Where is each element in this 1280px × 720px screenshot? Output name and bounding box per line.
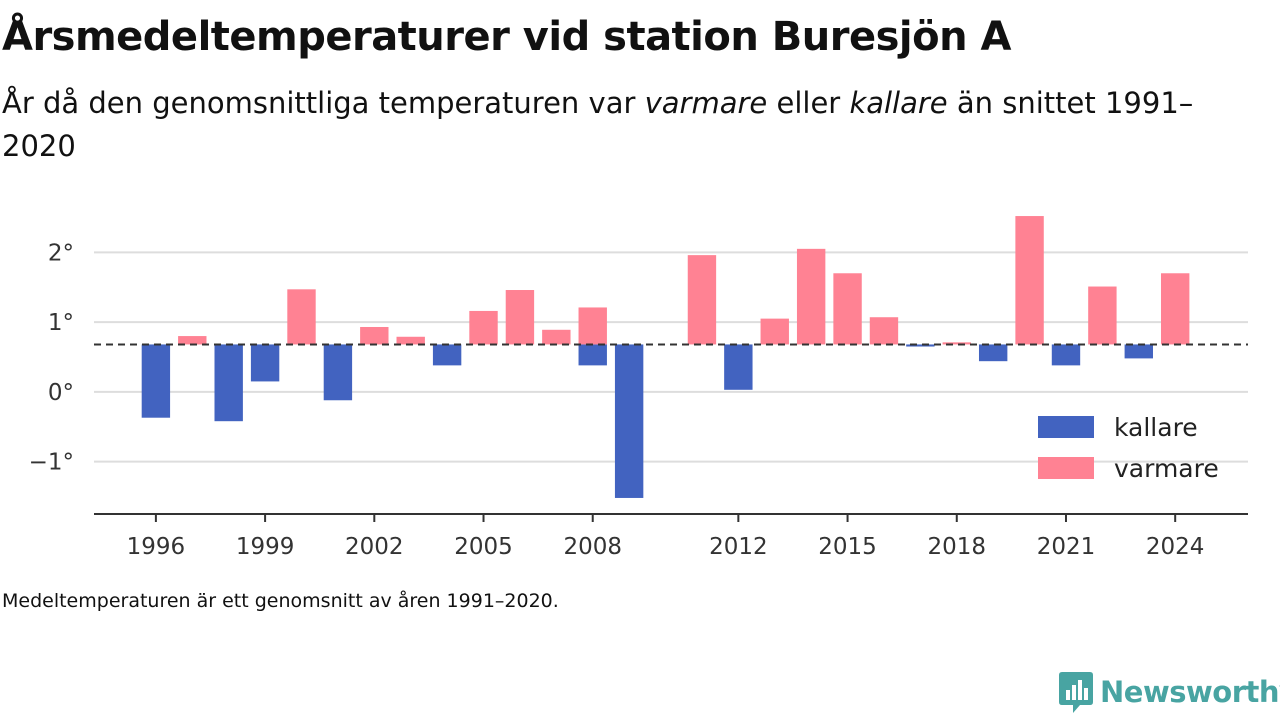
bar-kallare — [141, 344, 171, 418]
bar-kallare — [578, 344, 607, 366]
bar-varmare — [505, 290, 535, 345]
bar-varmare — [396, 336, 425, 345]
bar-varmare — [796, 248, 826, 345]
x-tick-label: 2018 — [927, 534, 986, 560]
bar-varmare — [287, 289, 316, 345]
x-tick-label: 2012 — [709, 534, 768, 560]
bar-kallare — [724, 344, 753, 390]
x-tick-label: 2021 — [1037, 534, 1096, 560]
newsworthy-logo-text: Newsworthy — [1100, 675, 1280, 709]
subtitle-text-3: än snittet 1991–2020 — [2, 86, 1194, 163]
x-tick-label: 2024 — [1146, 534, 1205, 560]
newsworthy-logo: Newsworthy — [1058, 670, 1280, 714]
bar-kallare — [978, 344, 1008, 362]
bar-varmare — [1088, 286, 1117, 345]
legend-swatch-kallare — [1038, 416, 1094, 438]
temperature-bar-chart: 2° 1° 0° −1° 1996 1999 2002 2005 2008 2012 2015 201… — [29, 216, 1248, 560]
subtitle-text-2: eller — [767, 86, 850, 120]
y-tick-label: 0° — [48, 380, 74, 406]
x-tick-label: 2002 — [345, 534, 404, 560]
y-tick-label: 2° — [48, 240, 74, 266]
subtitle-emphasis-varmare: varmare — [644, 86, 768, 120]
bar-kallare — [214, 344, 243, 422]
bar-varmare — [1015, 216, 1044, 345]
bar-kallare — [1124, 344, 1153, 359]
x-tick-label: 1999 — [236, 534, 295, 560]
legend-label-kallare: kallare — [1114, 413, 1198, 442]
subtitle-emphasis-kallare: kallare — [849, 86, 948, 120]
bar-kallare — [1051, 344, 1081, 366]
bar-varmare — [1160, 273, 1190, 345]
x-tick-label: 2008 — [563, 534, 622, 560]
bar-kallare — [906, 344, 935, 347]
bar-varmare — [578, 307, 607, 345]
bar-varmare — [833, 273, 862, 345]
bar-varmare — [760, 318, 789, 345]
bar-varmare — [542, 329, 571, 345]
bar-kallare — [614, 344, 644, 498]
y-tick-label: 1° — [48, 310, 74, 336]
bar-varmare — [178, 336, 207, 345]
legend-label-varmare: varmare — [1114, 454, 1219, 483]
bar-kallare — [250, 344, 280, 382]
x-tick-label: 2005 — [454, 534, 513, 560]
newsworthy-logo-icon — [1059, 672, 1093, 713]
y-tick-label: −1° — [29, 450, 74, 476]
bar-varmare — [469, 310, 498, 345]
bar-varmare — [942, 342, 971, 345]
chart-footnote: Medeltemperaturen är ett genomsnitt av å… — [2, 590, 559, 612]
x-tick-label: 1996 — [127, 534, 186, 560]
bar-kallare — [432, 344, 462, 366]
bar-varmare — [687, 255, 717, 345]
bar-kallare — [323, 344, 353, 401]
bar-varmare — [869, 317, 899, 345]
subtitle-text-1: År då den genomsnittliga temperaturen va… — [2, 86, 645, 120]
chart-title: Årsmedeltemperaturer vid station Buresjö… — [2, 14, 1011, 60]
chart-subtitle: År då den genomsnittliga temperaturen va… — [2, 82, 1242, 168]
legend-swatch-varmare — [1038, 457, 1094, 479]
bar-varmare — [360, 326, 389, 345]
x-tick-label: 2015 — [818, 534, 877, 560]
